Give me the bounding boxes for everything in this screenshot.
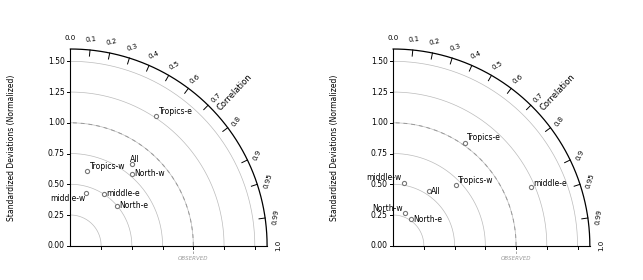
- Text: 0.5: 0.5: [168, 60, 181, 71]
- Text: Tropics-w: Tropics-w: [89, 162, 125, 171]
- Text: 0.9: 0.9: [575, 149, 585, 162]
- Text: 0.99: 0.99: [595, 208, 603, 225]
- Text: 1.00: 1.00: [48, 118, 65, 127]
- Text: middle-w: middle-w: [50, 194, 85, 204]
- Text: All: All: [131, 155, 140, 164]
- Text: 0.8: 0.8: [231, 115, 242, 127]
- Text: OBSERVED: OBSERVED: [501, 256, 531, 261]
- Text: 0.7: 0.7: [532, 91, 545, 103]
- Text: North-e: North-e: [120, 201, 149, 210]
- Text: North-e: North-e: [413, 214, 442, 223]
- Text: 0.0: 0.0: [65, 35, 76, 41]
- Text: 0.95: 0.95: [585, 172, 596, 189]
- Text: 0.8: 0.8: [554, 115, 565, 127]
- Text: middle-e: middle-e: [534, 179, 567, 188]
- Text: 0.99: 0.99: [272, 208, 280, 225]
- Text: North-w: North-w: [134, 169, 165, 178]
- Text: 0.95: 0.95: [262, 172, 273, 189]
- Text: Tropics-e: Tropics-e: [467, 133, 501, 142]
- Text: 0.2: 0.2: [429, 38, 440, 46]
- Text: Correlation: Correlation: [215, 72, 254, 112]
- Text: 0.9: 0.9: [252, 149, 262, 162]
- Text: 0.6: 0.6: [511, 74, 524, 85]
- Text: 0.00: 0.00: [48, 241, 65, 250]
- Text: Correlation: Correlation: [538, 72, 577, 112]
- Text: 0.3: 0.3: [449, 43, 462, 52]
- Text: middle-e: middle-e: [106, 190, 140, 199]
- Text: 0.1: 0.1: [408, 36, 420, 43]
- Text: All: All: [431, 187, 441, 196]
- Text: Tropics-w: Tropics-w: [458, 176, 494, 185]
- Text: 0.0: 0.0: [388, 35, 399, 41]
- Text: 1.0: 1.0: [275, 240, 281, 251]
- Text: Standardized Deviations (Normalized): Standardized Deviations (Normalized): [330, 74, 339, 221]
- Text: North-w: North-w: [372, 204, 403, 213]
- Text: 0.6: 0.6: [189, 74, 201, 85]
- Text: 0.7: 0.7: [210, 91, 222, 103]
- Text: 1.25: 1.25: [48, 88, 65, 97]
- Text: 0.50: 0.50: [48, 180, 65, 189]
- Text: Tropics-e: Tropics-e: [159, 107, 193, 116]
- Text: 1.50: 1.50: [371, 57, 388, 66]
- Text: 0.1: 0.1: [86, 36, 97, 43]
- Text: 0.5: 0.5: [491, 60, 503, 71]
- Text: 0.25: 0.25: [48, 211, 65, 220]
- Text: 0.00: 0.00: [370, 241, 388, 250]
- Text: 1.25: 1.25: [371, 88, 388, 97]
- Text: 1.00: 1.00: [371, 118, 388, 127]
- Text: 0.4: 0.4: [147, 50, 159, 60]
- Text: 0.3: 0.3: [127, 43, 139, 52]
- Text: 0.25: 0.25: [371, 211, 388, 220]
- Text: 1.0: 1.0: [598, 240, 604, 251]
- Text: 1.50: 1.50: [48, 57, 65, 66]
- Text: 0.75: 0.75: [370, 149, 388, 158]
- Text: Standardized Deviations (Normalized): Standardized Deviations (Normalized): [7, 74, 16, 221]
- Text: 0.4: 0.4: [470, 50, 482, 60]
- Text: OBSERVED: OBSERVED: [178, 256, 208, 261]
- Text: 0.2: 0.2: [106, 38, 118, 46]
- Text: middle-w: middle-w: [367, 173, 401, 182]
- Text: 0.50: 0.50: [370, 180, 388, 189]
- Text: 0.75: 0.75: [48, 149, 65, 158]
